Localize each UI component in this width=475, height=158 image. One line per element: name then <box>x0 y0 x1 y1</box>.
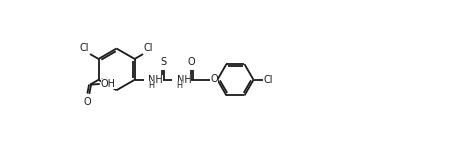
Text: H: H <box>177 81 183 90</box>
Text: O: O <box>210 74 218 84</box>
Text: S: S <box>160 57 166 67</box>
Text: OH: OH <box>101 79 115 89</box>
Text: O: O <box>188 57 195 67</box>
Text: Cl: Cl <box>144 43 153 53</box>
Text: Cl: Cl <box>263 75 273 85</box>
Text: H: H <box>148 81 154 90</box>
Text: Cl: Cl <box>80 43 89 53</box>
Text: O: O <box>83 97 91 107</box>
Text: NH: NH <box>148 75 163 85</box>
Text: NH: NH <box>177 75 191 85</box>
